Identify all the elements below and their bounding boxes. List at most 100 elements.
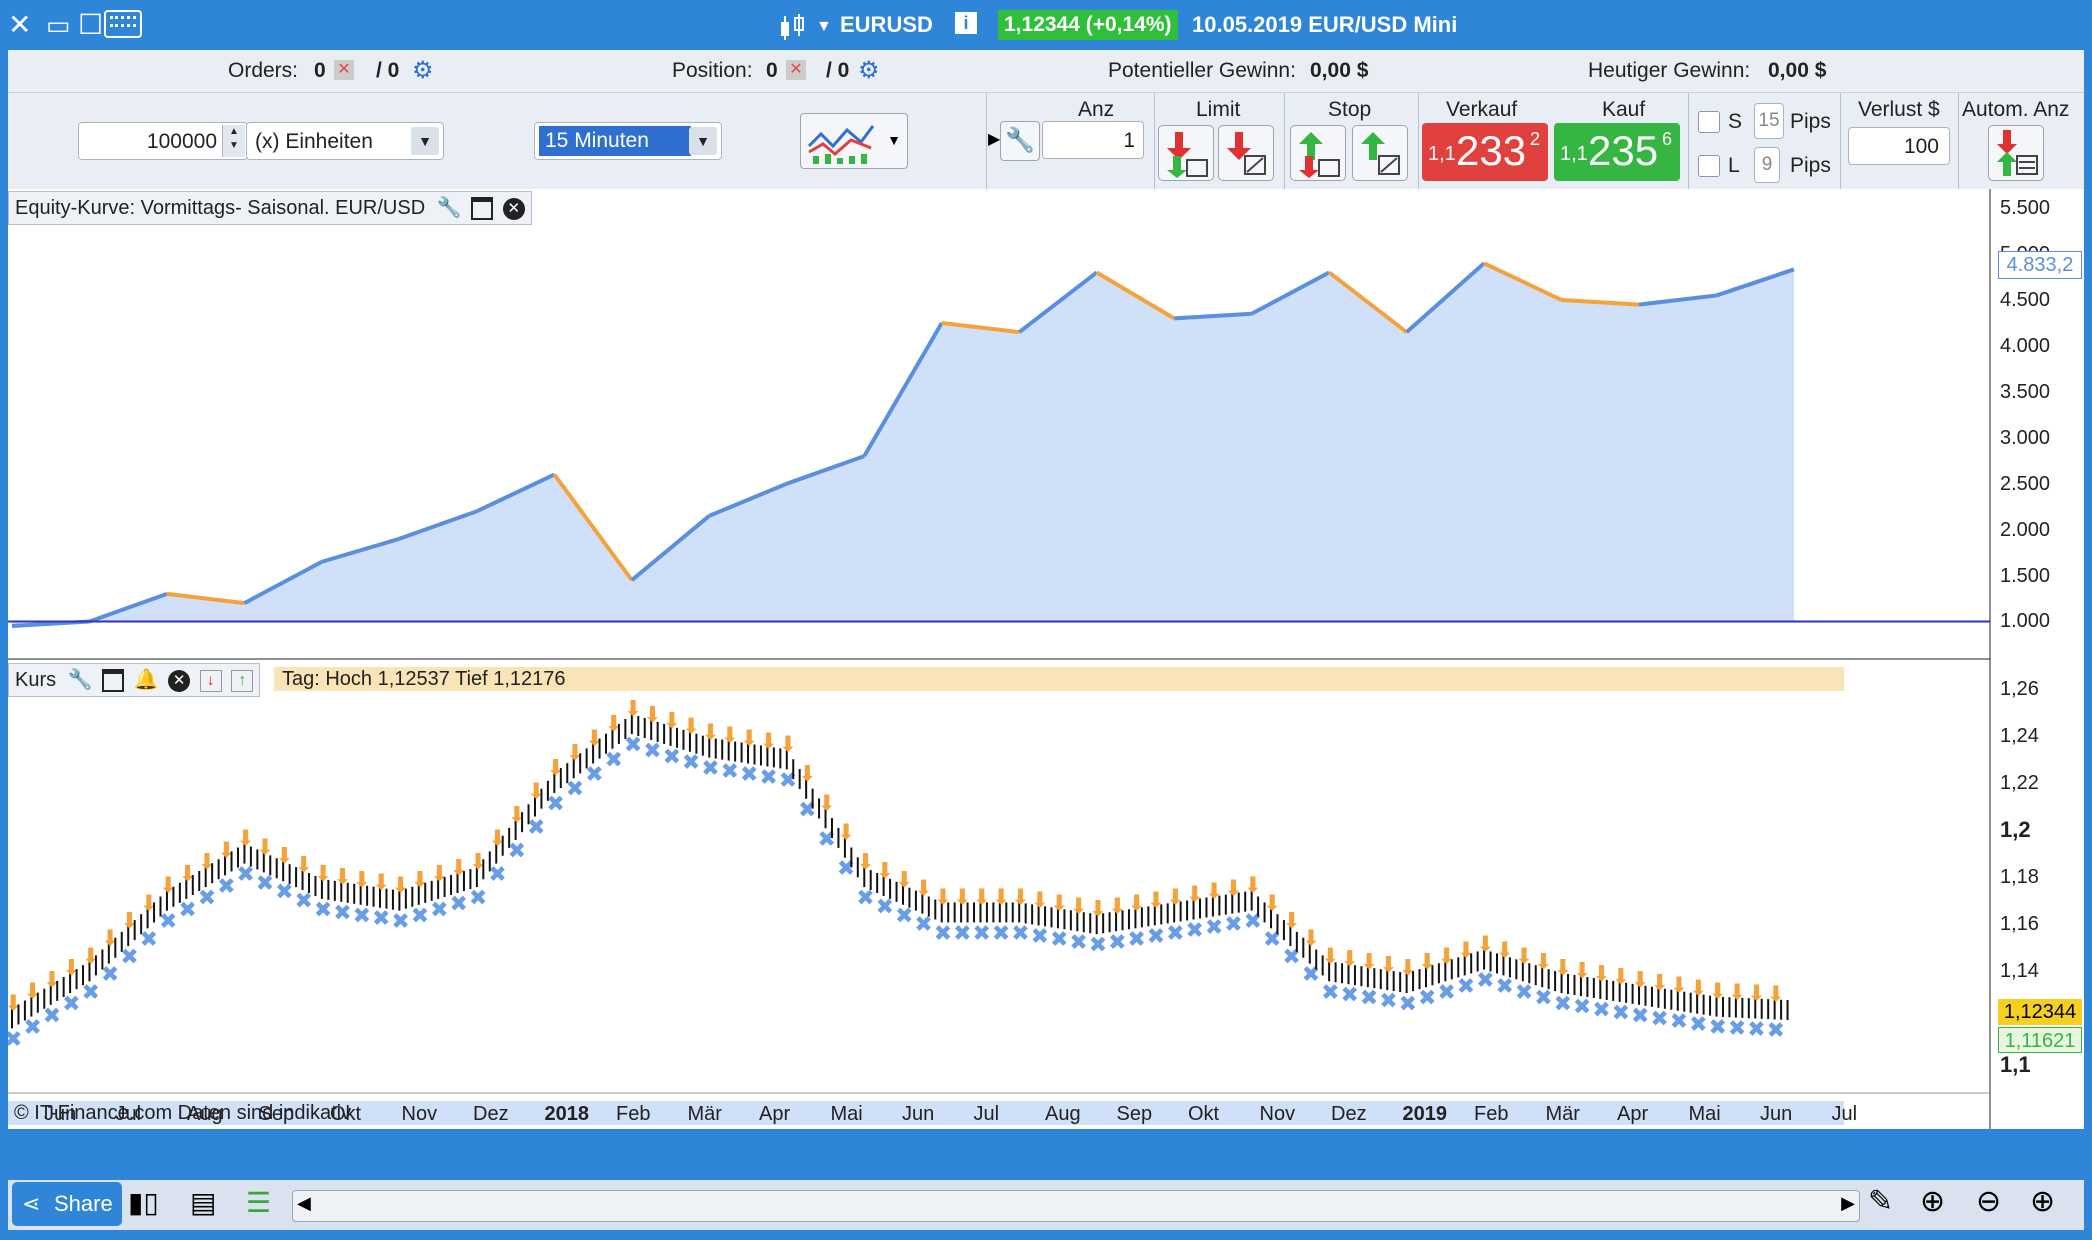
sell-button[interactable]: 1,1 233 2 [1422, 123, 1548, 181]
limit-sell-button[interactable] [1158, 125, 1214, 181]
equity-y-tick: 1.500 [2000, 564, 2051, 587]
timeframe-select[interactable]: 15 Minuten ▼ [534, 122, 722, 160]
buy-marker: ✖ [643, 738, 661, 763]
quantity-stepper[interactable]: ▲ ▼ [222, 125, 245, 157]
collapse-arrow-icon[interactable]: ▶ [988, 131, 1001, 148]
buy-marker: ✖ [411, 903, 429, 928]
buy-marker: ✖ [1341, 982, 1359, 1007]
buy-button[interactable]: 1,1 235 6 [1554, 123, 1680, 181]
buy-label: Kauf [1602, 98, 1646, 121]
sell-marker: ⬇ [818, 790, 836, 815]
zoom-fit-icon[interactable]: ⊕ [1920, 1185, 1946, 1218]
sell-marker: ⬇ [1457, 937, 1475, 962]
close-icon[interactable]: ✕ [168, 669, 191, 692]
sell-marker: ⬇ [469, 849, 487, 874]
buy-marker: ✖ [178, 897, 196, 922]
gear-icon[interactable]: ⚙ [858, 57, 880, 84]
sell-marker: ⬇ [1089, 896, 1107, 921]
info-icon[interactable]: i [955, 12, 977, 34]
buy-marker: ✖ [818, 826, 836, 851]
s-pips-value: 15 [1758, 110, 1780, 131]
chevron-down-icon[interactable]: ▼ [816, 18, 832, 35]
zoom-out-icon[interactable]: ⊖ [1976, 1185, 2002, 1218]
anz-input[interactable]: 1 [1042, 121, 1144, 159]
sell-marker: ⬇ [1631, 967, 1649, 992]
stop-buy-button[interactable] [1352, 125, 1408, 181]
sell-marker: ⬇ [1728, 980, 1746, 1005]
cancel-orders-icon[interactable]: ✕ [334, 60, 354, 80]
horizontal-scrollbar[interactable]: ◀ ▶ [292, 1190, 1860, 1222]
keyboard-icon[interactable] [104, 10, 142, 38]
buy-marker: ✖ [217, 873, 235, 898]
share-button[interactable]: ⋖ Share [12, 1182, 122, 1226]
x-axis-label: Feb [1474, 1103, 1509, 1125]
x-axis-label: Nov [401, 1103, 438, 1125]
scroll-left-icon[interactable]: ◀ [297, 1193, 311, 1213]
sell-marker: ⬇ [1554, 955, 1572, 980]
table-icon[interactable]: ▤ [190, 1187, 217, 1218]
equity-panel-header[interactable]: Equity-Kurve: Vormittags- Saisonal. EUR/… [8, 191, 532, 225]
position-pending[interactable]: / 0 [826, 59, 850, 82]
sell-arrow-icon [1167, 132, 1208, 178]
quantity-input[interactable]: 100000 ▲ ▼ [78, 122, 248, 160]
price-panel-header[interactable]: Kurs 🔧 🔔 ✕ ↓ ↑ [8, 663, 261, 697]
equity-y-tick: 4.000 [2000, 334, 2051, 357]
indicator-list-icon[interactable]: ☰ [246, 1187, 272, 1218]
buy-marker: ✖ [992, 920, 1010, 945]
sell-marker: ⬇ [1205, 879, 1223, 904]
x-axis-label: Jun [44, 1103, 77, 1125]
buy-marker: ✖ [914, 912, 932, 937]
chevron-down-icon[interactable]: ▼ [689, 127, 717, 155]
orders-value[interactable]: 0 [314, 59, 326, 82]
auto-qty-button[interactable] [1988, 125, 2044, 181]
close-icon[interactable]: ✕ [502, 197, 525, 220]
window-icon[interactable]: ☐ [78, 9, 104, 40]
scroll-right-icon[interactable]: ▶ [1841, 1193, 1855, 1213]
bell-icon[interactable]: 🔔 [133, 669, 159, 691]
limit-buy-button[interactable] [1218, 125, 1274, 181]
s-pips-input[interactable]: 15 [1754, 103, 1784, 139]
equity-y-tick: 4.500 [2000, 289, 2051, 312]
buy-marker: ✖ [1205, 915, 1223, 940]
x-axis-label: Okt [1188, 1103, 1220, 1125]
strategy-button[interactable]: ▼ [800, 113, 908, 169]
x-axis-label: Mai [1688, 1103, 1721, 1125]
stop-sell-button[interactable] [1290, 125, 1346, 181]
sell-arrow-icon[interactable]: ↓ [199, 669, 222, 692]
chart-area[interactable]: ⬇ ✖ ⬇ ✖ ⬇ ✖ ⬇ ✖ ⬇ ✖ ⬇ ✖ ⬇ ✖ ⬇ ✖ ⬇ ✖ ⬇ ✖ ⬇ ✖ ⬇ ✖ ⬇ ✖ ⬇ ✖ ⬇ ✖ ⬇ ✖ ⬇ ✖ ⬇ ✖ ⬇ ✖ ⬇ ✖… [8, 189, 2084, 1129]
sell-marker: ⬇ [1476, 932, 1494, 957]
gear-icon[interactable]: ⚙ [412, 57, 434, 84]
draw-tool-icon[interactable]: ✎ [1868, 1185, 1894, 1218]
close-position-icon[interactable]: ✕ [786, 60, 806, 80]
loss-input[interactable]: 100 [1848, 127, 1950, 165]
buy-marker: ✖ [1244, 909, 1262, 934]
chart-canvas[interactable]: ⬇✖⬇✖⬇✖⬇✖⬇✖⬇✖⬇✖⬇✖⬇✖⬇✖⬇✖⬇✖⬇✖⬇✖⬇✖⬇✖⬇✖⬇✖⬇✖⬇✖… [8, 189, 2084, 1129]
window-icon[interactable] [471, 197, 494, 221]
chevron-down-icon[interactable]: ▼ [411, 127, 439, 155]
limit-checkbox[interactable] [1698, 155, 1720, 177]
sell-marker: ⬇ [701, 720, 719, 745]
stop-checkbox[interactable] [1698, 111, 1720, 133]
window-icon[interactable] [102, 669, 125, 693]
l-pips-input[interactable]: 9 [1754, 147, 1780, 183]
x-axis-label: Jun [902, 1103, 935, 1125]
wrench-icon[interactable]: 🔧 [67, 669, 93, 691]
equity-segment [1017, 270, 1098, 334]
close-x-icon[interactable]: ✕ [8, 9, 32, 40]
chevron-down-icon[interactable]: ▼ [887, 132, 901, 148]
sell-marker: ⬇ [62, 955, 80, 980]
unit-select[interactable]: (x) Einheiten ▼ [246, 122, 444, 160]
zoom-in-icon[interactable]: ⊕ [2030, 1185, 2056, 1218]
candle-indicator-icon[interactable]: ▮▯ [128, 1187, 159, 1218]
buy-marker: ✖ [101, 962, 119, 987]
position-value[interactable]: 0 [766, 59, 778, 82]
buy-arrow-icon[interactable]: ↑ [231, 669, 254, 692]
wrench-icon[interactable]: 🔧 [1000, 121, 1040, 161]
wrench-icon[interactable]: 🔧 [436, 197, 462, 219]
symbol-title[interactable]: EURUSD [840, 12, 933, 37]
x-axis-label: Mai [830, 1103, 863, 1125]
orders-pending[interactable]: / 0 [376, 59, 400, 82]
candlestick-icon[interactable] [778, 14, 808, 45]
equity-y-tick: 2.000 [2000, 518, 2051, 541]
minimize-icon[interactable]: ▭ [46, 10, 71, 40]
